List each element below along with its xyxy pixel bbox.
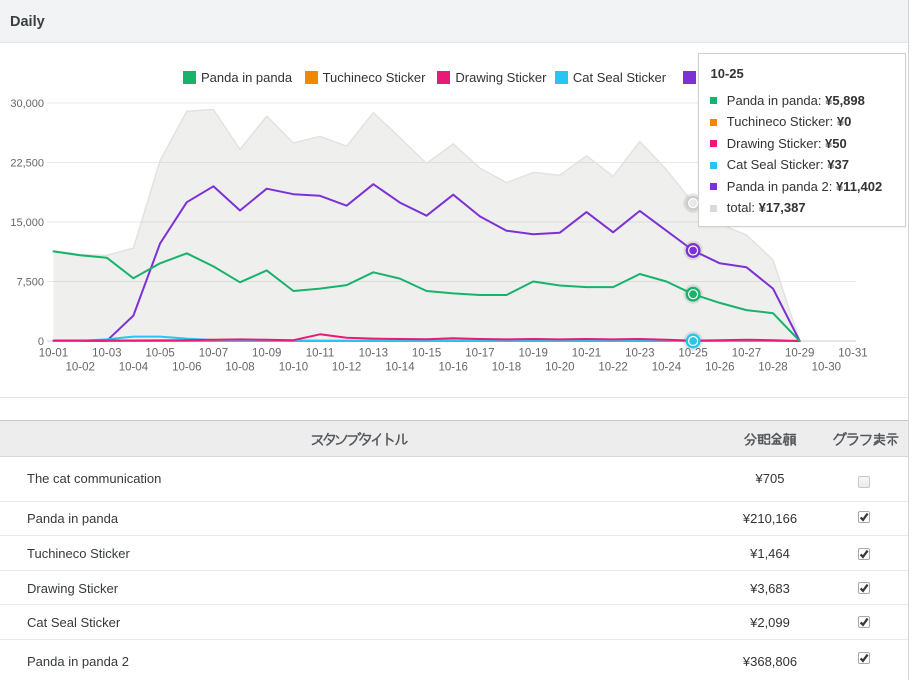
svg-text:10-06: 10-06	[172, 362, 201, 374]
svg-text:10-21: 10-21	[572, 348, 601, 360]
svg-text:10-14: 10-14	[385, 362, 415, 374]
svg-text:10-27: 10-27	[732, 348, 761, 360]
svg-text:10-17: 10-17	[465, 348, 494, 360]
svg-text:22,500: 22,500	[10, 157, 44, 169]
svg-text:30,000: 30,000	[10, 98, 44, 110]
svg-text:10-07: 10-07	[199, 348, 228, 360]
svg-text:10-16: 10-16	[438, 362, 467, 374]
svg-text:10-28: 10-28	[758, 362, 787, 374]
svg-text:10-10: 10-10	[279, 362, 308, 374]
svg-text:10-29: 10-29	[785, 348, 814, 360]
svg-text:7,500: 7,500	[16, 276, 44, 288]
svg-text:10-13: 10-13	[359, 348, 388, 360]
svg-text:10-23: 10-23	[625, 348, 654, 360]
svg-text:10-24: 10-24	[652, 362, 682, 374]
svg-text:10-12: 10-12	[332, 362, 361, 374]
svg-text:10-11: 10-11	[306, 348, 335, 360]
svg-text:10-26: 10-26	[705, 362, 734, 374]
svg-text:10-05: 10-05	[145, 348, 174, 360]
svg-text:10-09: 10-09	[252, 348, 281, 360]
svg-text:10-03: 10-03	[92, 348, 121, 360]
svg-text:10-19: 10-19	[518, 348, 547, 360]
svg-text:10-31: 10-31	[838, 348, 867, 360]
svg-text:10-22: 10-22	[598, 362, 627, 374]
svg-text:10-25: 10-25	[678, 348, 707, 360]
svg-text:10-30: 10-30	[812, 362, 841, 374]
svg-text:10-04: 10-04	[119, 362, 149, 374]
svg-text:0: 0	[38, 336, 44, 348]
svg-text:10-18: 10-18	[492, 362, 521, 374]
svg-text:10-20: 10-20	[545, 362, 574, 374]
svg-text:10-02: 10-02	[65, 362, 94, 374]
svg-text:10-08: 10-08	[225, 362, 254, 374]
svg-text:10-01: 10-01	[39, 348, 68, 360]
svg-text:15,000: 15,000	[10, 217, 44, 229]
svg-text:10-15: 10-15	[412, 348, 441, 360]
